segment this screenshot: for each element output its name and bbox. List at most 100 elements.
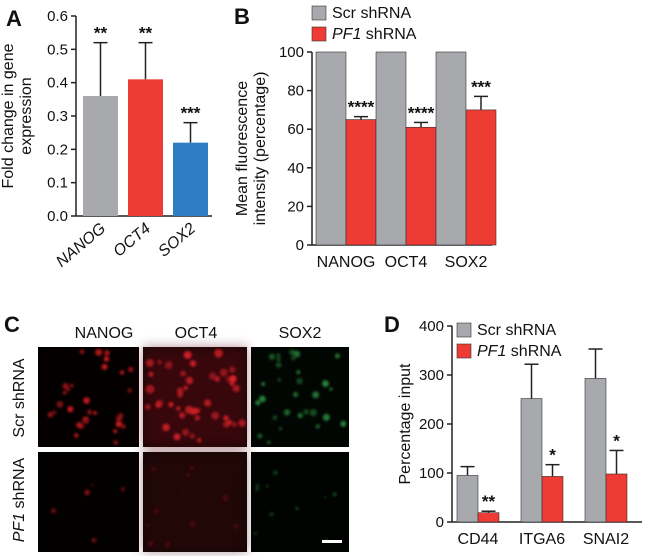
fluorescent-cell bbox=[103, 356, 110, 362]
fluorescent-cell bbox=[181, 489, 185, 493]
micrograph-pf1-nanog bbox=[38, 452, 139, 552]
fluorescent-cell bbox=[322, 413, 330, 421]
chart-d-ytick-label: 300 bbox=[419, 367, 444, 384]
fluorescent-cell bbox=[183, 351, 192, 359]
chart-d-scr-shrna-cd44-bar bbox=[456, 475, 479, 523]
fluorescent-cell bbox=[81, 416, 90, 425]
fluorescent-cell bbox=[268, 353, 276, 360]
fluorescent-cell bbox=[214, 349, 223, 358]
micrograph-scr-oct4 bbox=[143, 347, 247, 447]
micro-row-label-pf1: PF1 shRNA bbox=[11, 457, 28, 542]
fluorescent-cell bbox=[231, 421, 237, 428]
fluorescent-cell bbox=[113, 429, 118, 434]
fluorescent-cell bbox=[151, 467, 156, 472]
fluorescent-cell bbox=[332, 492, 337, 497]
chart-b-legend-label-0: Scr shRNA bbox=[332, 5, 411, 22]
fluorescent-cell bbox=[211, 411, 220, 420]
fluorescent-cell bbox=[222, 494, 229, 502]
fluorescent-cell bbox=[276, 357, 281, 362]
fluorescent-cell bbox=[95, 348, 103, 356]
fluorescent-cell bbox=[323, 495, 327, 499]
fluorescent-cell bbox=[291, 355, 296, 361]
chart-b-scr-shrna-sox2-bar bbox=[435, 51, 467, 246]
chart-a-y-axis-label: Fold change in geneexpression bbox=[0, 43, 35, 188]
chart-b-ytick-label: 100 bbox=[279, 44, 304, 61]
chart-b-ytick-label: 20 bbox=[287, 198, 304, 215]
chart-d-y-axis-label: Percentage input bbox=[397, 363, 414, 485]
chart-a-ytick-label: 0.0 bbox=[47, 208, 68, 225]
fluorescent-cell bbox=[92, 410, 97, 415]
chart-a-ytick-label: 0.6 bbox=[47, 8, 68, 25]
fluorescent-cell bbox=[261, 381, 266, 387]
fluorescent-cell bbox=[233, 523, 239, 529]
fluorescent-cell bbox=[50, 508, 57, 514]
chart-b-ytick-label: 0 bbox=[296, 237, 304, 254]
chart-b-xtick-label-oct4: OCT4 bbox=[385, 254, 428, 271]
fluorescent-cell bbox=[194, 415, 201, 421]
chart-d-ytick-label: 100 bbox=[419, 465, 444, 482]
fluorescent-cell bbox=[183, 385, 188, 390]
chart-d-percentage-input: 0 100 200 300 400 Percentage input ** CD44 * ITGA… bbox=[397, 318, 642, 548]
chart-b-xtick-label-nanog: NANOG bbox=[317, 254, 376, 271]
chart-b-pf1-shrna-oct4-significance: **** bbox=[408, 103, 435, 122]
chart-a-xtick-label-sox2: SOX2 bbox=[155, 220, 199, 261]
chart-b-legend-swatch-0 bbox=[311, 5, 327, 21]
fluorescent-cell bbox=[186, 473, 191, 477]
micrograph-scr-sox2 bbox=[251, 347, 349, 447]
fluorescent-cell bbox=[168, 401, 174, 408]
fluorescent-cell bbox=[176, 387, 184, 395]
panel-label-d: D bbox=[384, 312, 400, 337]
micrograph-scr-nanog bbox=[38, 347, 139, 447]
fluorescent-cell bbox=[84, 489, 91, 495]
fluorescent-cell bbox=[255, 483, 260, 488]
fluorescent-cell bbox=[293, 350, 301, 358]
fluorescent-cell bbox=[119, 370, 125, 375]
fluorescent-cell bbox=[340, 420, 347, 427]
fluorescent-cell bbox=[185, 376, 194, 385]
chart-a-significance-nanog: ** bbox=[94, 24, 108, 43]
fluorescent-cell bbox=[232, 384, 240, 393]
fluorescent-cell bbox=[297, 412, 303, 419]
chart-d-xtick-label-itga6: ITGA6 bbox=[519, 531, 565, 548]
chart-d-legend-swatch-1 bbox=[456, 343, 472, 359]
fluorescent-cell bbox=[120, 423, 126, 429]
fluorescent-cell bbox=[120, 486, 126, 492]
fluorescent-cell bbox=[104, 350, 110, 356]
fluorescent-cell bbox=[208, 372, 217, 380]
fluorescent-cell bbox=[322, 380, 329, 387]
fluorescent-cell bbox=[334, 353, 340, 359]
fluorescent-cell bbox=[56, 401, 64, 408]
fluorescent-cell bbox=[176, 406, 181, 411]
fluorescent-cell bbox=[189, 466, 194, 471]
micrograph-pf1-sox2 bbox=[251, 452, 349, 552]
panel-label-a: A bbox=[6, 6, 22, 31]
chart-b-legend-swatch-1 bbox=[311, 26, 327, 42]
fluorescent-cell bbox=[226, 419, 233, 426]
fluorescent-cell bbox=[296, 370, 301, 375]
chart-d-xtick-label-snai2: SNAI2 bbox=[583, 531, 629, 548]
micrograph-panel: NANOG OCT4 SOX2 Scr shRNA PF1 shRNA bbox=[11, 325, 349, 552]
chart-d-pf1-shrna-snai2-bar bbox=[605, 473, 628, 523]
fluorescent-cell bbox=[277, 378, 281, 382]
fluorescent-cell bbox=[153, 508, 160, 515]
panel-label-c: C bbox=[4, 312, 20, 337]
chart-d-pf1-shrna-itga6-significance: * bbox=[549, 446, 556, 465]
fluorescent-cell bbox=[69, 383, 74, 388]
fluorescent-cell bbox=[145, 384, 155, 394]
fluorescent-cell bbox=[182, 428, 190, 436]
fluorescent-cell bbox=[257, 433, 263, 439]
fluorescent-cell bbox=[146, 359, 154, 367]
chart-d-ytick-label: 200 bbox=[419, 416, 444, 433]
fluorescent-cell bbox=[164, 361, 173, 370]
fluorescent-cell bbox=[295, 506, 299, 511]
chart-a-ytick-label: 0.3 bbox=[47, 108, 68, 125]
fluorescent-cell bbox=[148, 371, 154, 377]
chart-a-ytick-label: 0.5 bbox=[47, 41, 68, 58]
fluorescent-cell bbox=[52, 410, 57, 415]
fluorescent-cell bbox=[157, 359, 162, 365]
fluorescent-cell bbox=[189, 521, 196, 528]
fluorescent-cell bbox=[144, 404, 151, 410]
fluorescent-cell bbox=[189, 433, 195, 439]
chart-a-xtick-label-oct4: OCT4 bbox=[110, 220, 154, 261]
